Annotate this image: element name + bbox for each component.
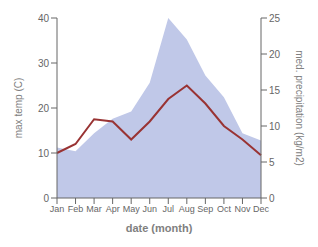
svg-text:May: May (123, 204, 141, 214)
svg-text:0: 0 (269, 193, 275, 204)
svg-text:40: 40 (38, 13, 50, 24)
svg-text:Dec: Dec (253, 204, 270, 214)
svg-text:date (month): date (month) (126, 222, 193, 234)
svg-text:Feb: Feb (68, 204, 84, 214)
svg-text:Apr: Apr (106, 204, 120, 214)
svg-text:Nov: Nov (234, 204, 251, 214)
svg-text:med. precipitation (kg/m2): med. precipitation (kg/m2) (294, 50, 305, 166)
svg-text:Jun: Jun (142, 204, 157, 214)
svg-text:20: 20 (38, 103, 50, 114)
svg-text:5: 5 (269, 157, 275, 168)
svg-text:30: 30 (38, 58, 50, 69)
svg-text:25: 25 (269, 13, 281, 24)
svg-text:0: 0 (43, 193, 49, 204)
svg-text:Jul: Jul (163, 204, 175, 214)
svg-text:20: 20 (269, 49, 281, 60)
svg-text:10: 10 (38, 148, 50, 159)
svg-text:Jan: Jan (50, 204, 65, 214)
svg-text:max temp (C): max temp (C) (13, 78, 24, 139)
svg-text:Oct: Oct (217, 204, 232, 214)
svg-text:10: 10 (269, 121, 281, 132)
svg-text:Aug: Aug (179, 204, 195, 214)
svg-text:Mar: Mar (86, 204, 102, 214)
svg-text:15: 15 (269, 85, 281, 96)
svg-text:Sep: Sep (197, 204, 213, 214)
